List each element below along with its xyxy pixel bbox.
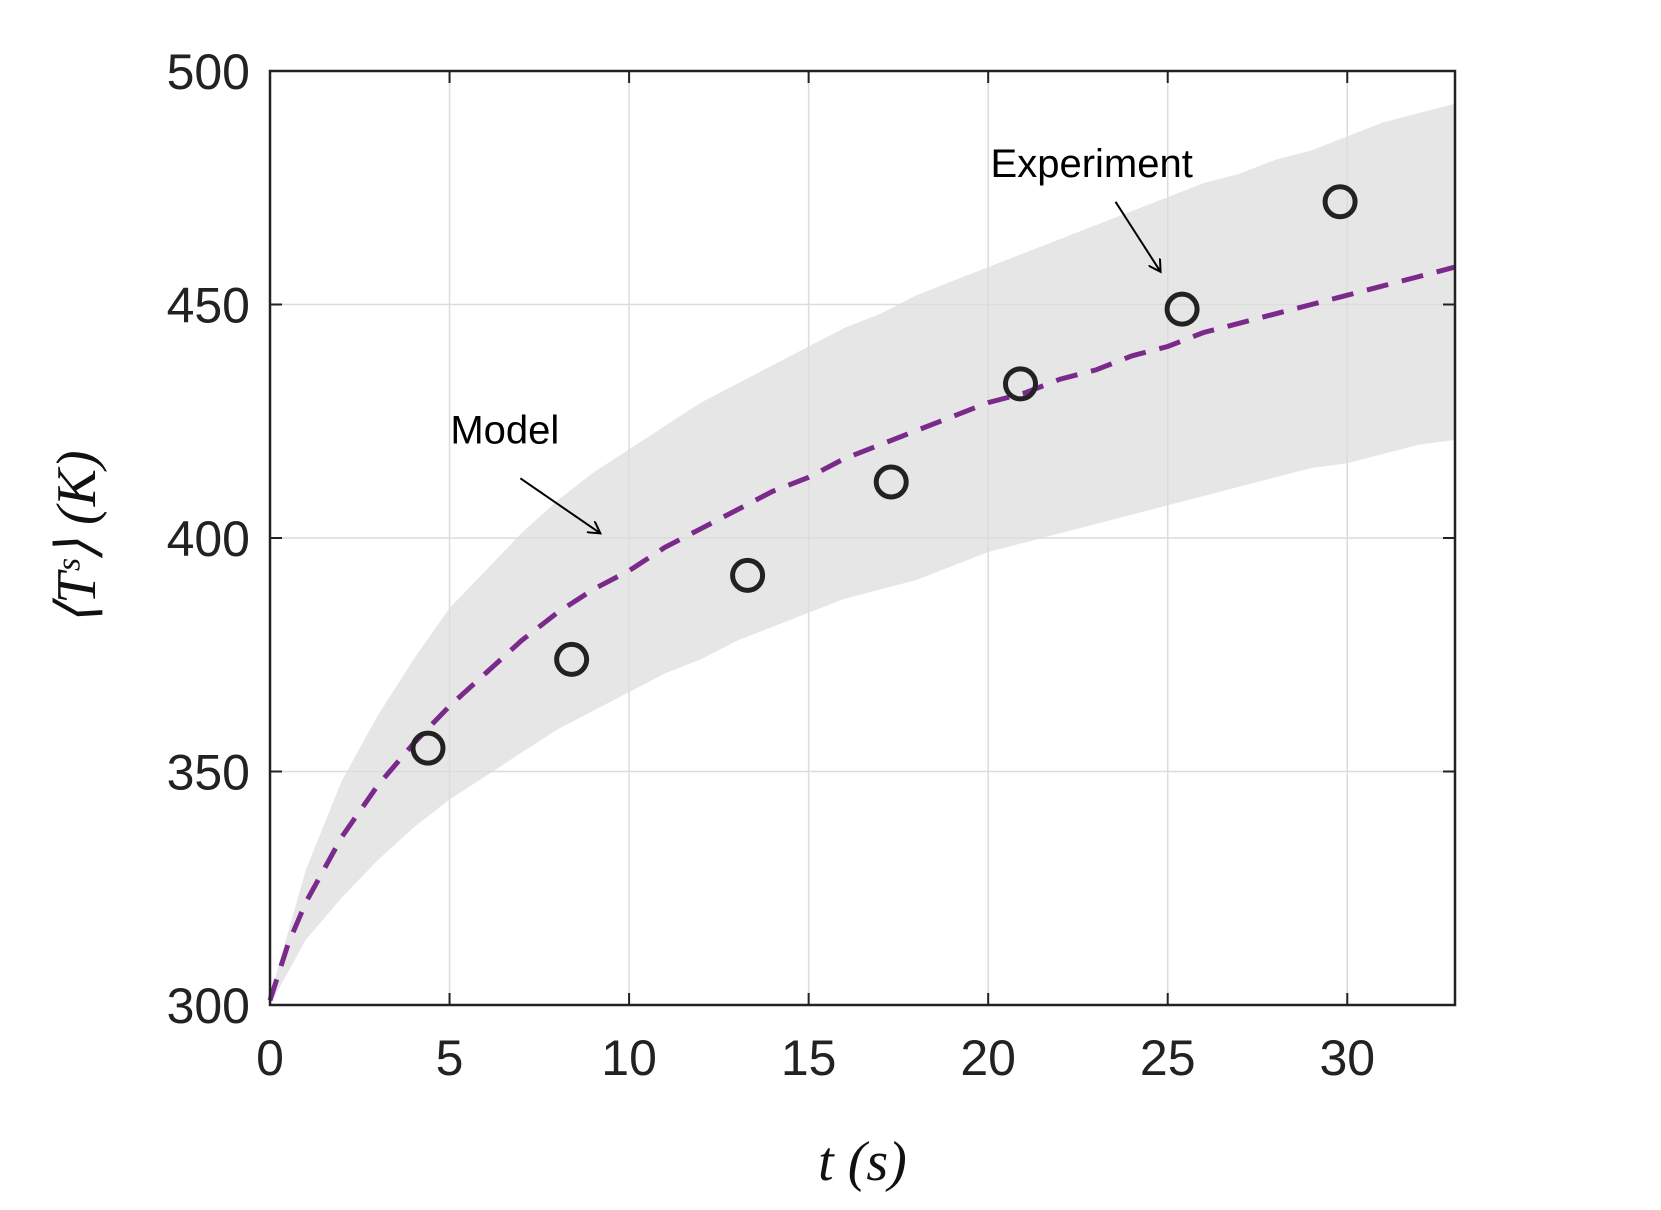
experiment-point bbox=[1164, 291, 1200, 327]
experiment-point bbox=[410, 730, 446, 766]
x-tick-label: 20 bbox=[960, 1030, 1016, 1086]
experiment-point bbox=[554, 641, 590, 677]
model-line bbox=[267, 264, 1456, 1002]
y-tick-label: 500 bbox=[167, 44, 250, 100]
annotation-label: Experiment bbox=[991, 142, 1193, 186]
annotation-arrow bbox=[519, 477, 600, 533]
y-tick-label: 450 bbox=[167, 278, 250, 334]
y-tick-label: 400 bbox=[167, 511, 250, 567]
x-tick-label: 5 bbox=[436, 1030, 464, 1086]
x-tick-label: 0 bbox=[256, 1030, 284, 1086]
uncertainty-band bbox=[270, 103, 1455, 1005]
y-tick-label: 350 bbox=[167, 745, 250, 801]
y-tick-label: 300 bbox=[167, 978, 250, 1034]
annotation-label: Model bbox=[450, 408, 559, 452]
annotation-arrow bbox=[1114, 201, 1161, 272]
experiment-point bbox=[1003, 366, 1038, 402]
experiment-point bbox=[1322, 184, 1358, 220]
x-tick-label: 10 bbox=[601, 1030, 657, 1086]
x-tick-label: 15 bbox=[781, 1030, 837, 1086]
experiment-point bbox=[873, 464, 909, 500]
x-tick-label: 30 bbox=[1319, 1030, 1375, 1086]
x-tick-label: 25 bbox=[1140, 1030, 1196, 1086]
y-axis-title: ⟨Tˢ⟩ (K) bbox=[46, 450, 108, 625]
x-axis-title: t (s) bbox=[818, 1131, 907, 1193]
experiment-point bbox=[730, 557, 766, 593]
